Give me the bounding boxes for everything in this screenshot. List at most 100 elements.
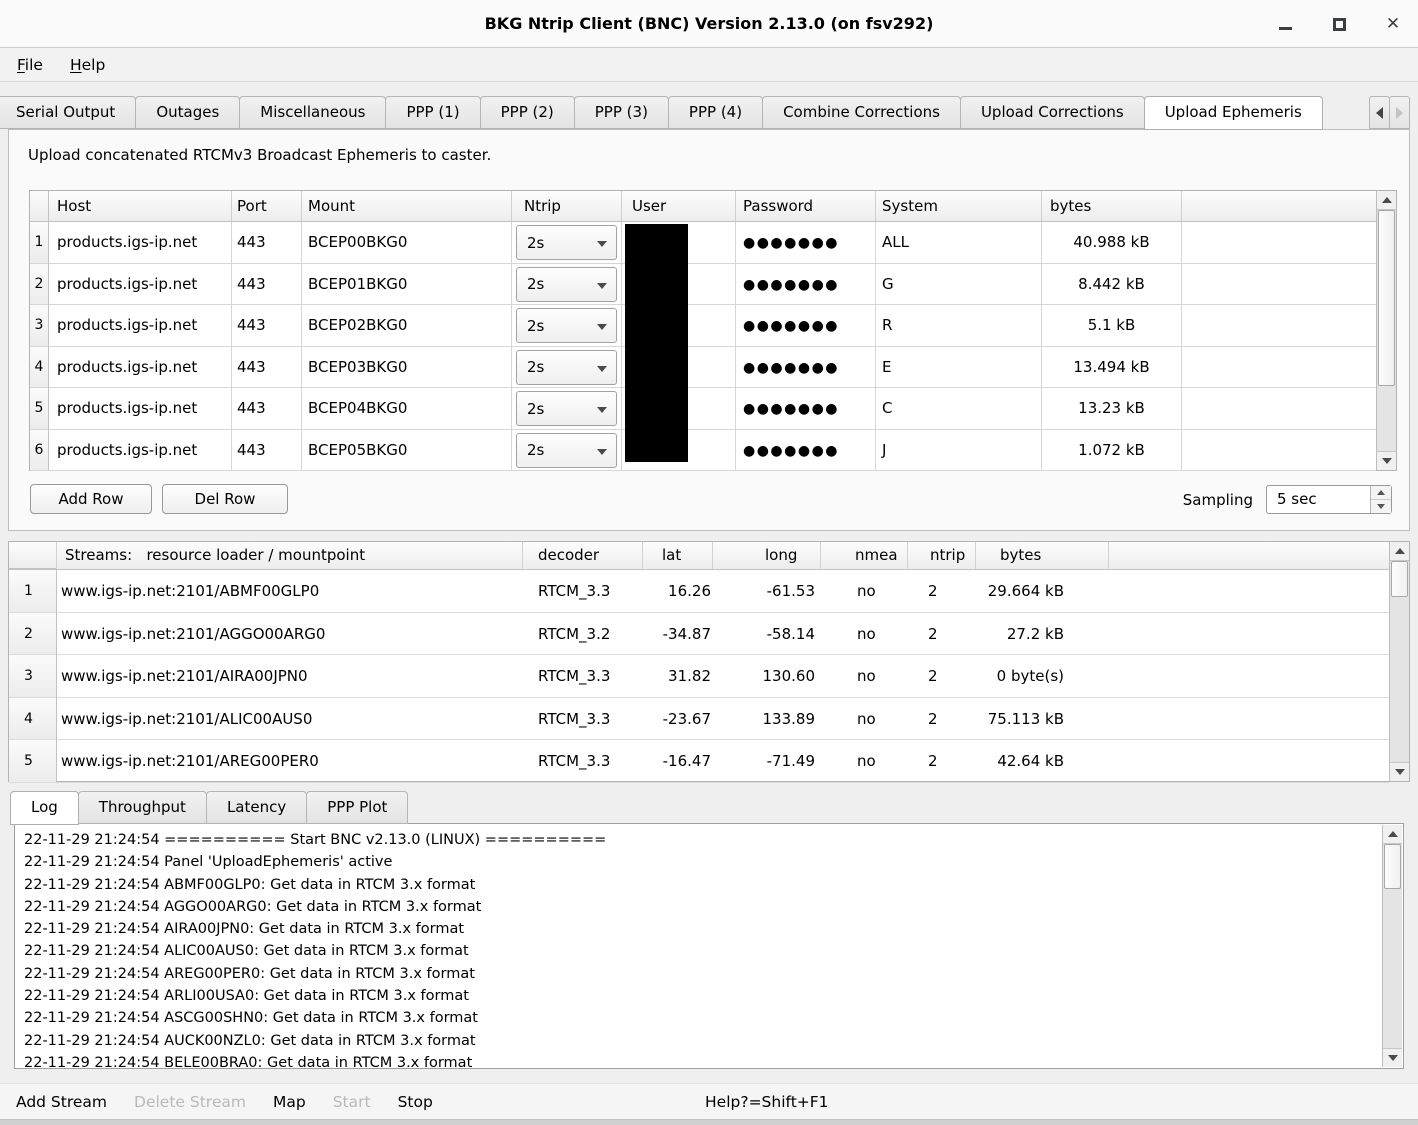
mount-cell[interactable]: BCEP05BKG0 (302, 429, 512, 471)
scroll-up-button[interactable] (1377, 191, 1396, 210)
host-cell[interactable]: products.igs-ip.net (49, 346, 232, 388)
col-header-ntrip: Ntrip (512, 191, 622, 221)
tab-ppp-plot[interactable]: PPP Plot (306, 791, 409, 824)
lat-cell: 31.82 (643, 655, 713, 698)
scroll-down-button[interactable] (1383, 1048, 1402, 1067)
tab-latency[interactable]: Latency (205, 791, 308, 824)
mountpoint-cell[interactable]: www.igs-ip.net:2101/ALIC00AUS0 (57, 698, 523, 740)
spin-up-button[interactable] (1371, 486, 1391, 500)
minimize-icon (1278, 26, 1292, 30)
host-cell[interactable]: products.igs-ip.net (49, 388, 232, 430)
tab-scroll-left-button[interactable] (1369, 96, 1390, 129)
bytes-cell: 42.64 kB (976, 740, 1109, 783)
password-cell[interactable]: ●●●●●●● (736, 388, 876, 430)
stream-row[interactable]: 4 www.igs-ip.net:2101/ALIC00AUS0 RTCM_3.… (9, 697, 1389, 740)
log-scrollbar[interactable] (1382, 825, 1402, 1067)
port-cell[interactable]: 443 (232, 305, 302, 347)
menu-file[interactable]: File (17, 55, 43, 74)
port-cell[interactable]: 443 (232, 429, 302, 471)
row-number: 1 (9, 570, 57, 613)
tab-ppp-3[interactable]: PPP (3) (573, 96, 669, 129)
tab-miscellaneous[interactable]: Miscellaneous (239, 96, 387, 129)
ntrip-version-dropdown[interactable]: 2s (516, 432, 617, 468)
port-cell[interactable]: 443 (232, 263, 302, 305)
tab-combine-corrections[interactable]: Combine Corrections (762, 96, 961, 129)
stream-row[interactable]: 2 www.igs-ip.net:2101/AGGO00ARG0 RTCM_3.… (9, 612, 1389, 655)
mount-cell[interactable]: BCEP02BKG0 (302, 305, 512, 347)
titlebar: BKG Ntrip Client (BNC) Version 2.13.0 (o… (0, 0, 1418, 48)
system-cell[interactable]: C (876, 388, 1042, 430)
port-cell[interactable]: 443 (232, 346, 302, 388)
scroll-down-button[interactable] (1377, 451, 1396, 470)
scrollbar-thumb[interactable] (1384, 844, 1401, 889)
spin-down-button[interactable] (1371, 500, 1391, 513)
mountpoint-cell[interactable]: www.igs-ip.net:2101/ABMF00GLP0 (57, 570, 523, 613)
add-stream-action[interactable]: Add Stream (16, 1093, 108, 1111)
system-cell[interactable]: R (876, 305, 1042, 347)
mountpoint-cell[interactable]: www.igs-ip.net:2101/AREG00PER0 (57, 740, 523, 783)
minimize-button[interactable] (1276, 15, 1294, 33)
mount-cell[interactable]: BCEP01BKG0 (302, 263, 512, 305)
mountpoint-cell[interactable]: www.igs-ip.net:2101/AIRA00JPN0 (57, 655, 523, 698)
tab-log[interactable]: Log (10, 791, 79, 825)
host-cell[interactable]: products.igs-ip.net (49, 222, 232, 264)
mount-cell[interactable]: BCEP03BKG0 (302, 346, 512, 388)
ntrip-version-dropdown[interactable]: 2s (516, 225, 617, 260)
scroll-up-button[interactable] (1383, 825, 1402, 844)
start-action: Start (332, 1093, 371, 1111)
tab-upload-ephemeris[interactable]: Upload Ephemeris (1143, 96, 1323, 130)
tab-throughput[interactable]: Throughput (77, 791, 207, 824)
tab-upload-corrections[interactable]: Upload Corrections (959, 96, 1145, 129)
system-cell[interactable]: E (876, 346, 1042, 388)
maximize-button[interactable] (1330, 15, 1348, 33)
tab-scroll-right-button[interactable] (1389, 96, 1410, 129)
tab-outages[interactable]: Outages (135, 96, 241, 129)
scroll-down-button[interactable] (1390, 762, 1409, 781)
streams-scrollbar[interactable] (1389, 542, 1409, 781)
del-row-button[interactable]: Del Row (162, 484, 288, 514)
bytes-cell: 29.664 kB (976, 570, 1109, 613)
map-action[interactable]: Map (272, 1093, 306, 1111)
lat-cell: -34.87 (643, 613, 713, 655)
password-cell[interactable]: ●●●●●●● (736, 263, 876, 305)
close-button[interactable]: ✕ (1384, 15, 1402, 33)
ntrip-version-dropdown[interactable]: 2s (516, 349, 617, 385)
system-cell[interactable]: G (876, 263, 1042, 305)
decoder-cell: RTCM_3.3 (523, 740, 643, 783)
password-cell[interactable]: ●●●●●●● (736, 346, 876, 388)
stream-row[interactable]: 1 www.igs-ip.net:2101/ABMF00GLP0 RTCM_3.… (9, 570, 1389, 613)
ntrip-version-dropdown[interactable]: 2s (516, 391, 617, 426)
upload-table-scrollbar[interactable] (1376, 191, 1396, 470)
stream-row[interactable]: 3 www.igs-ip.net:2101/AIRA00JPN0 RTCM_3.… (9, 655, 1389, 698)
host-cell[interactable]: products.igs-ip.net (49, 305, 232, 347)
mountpoint-cell[interactable]: www.igs-ip.net:2101/AGGO00ARG0 (57, 613, 523, 655)
stream-row[interactable]: 5 www.igs-ip.net:2101/AREG00PER0 RTCM_3.… (9, 740, 1389, 783)
host-cell[interactable]: products.igs-ip.net (49, 263, 232, 305)
mount-cell[interactable]: BCEP04BKG0 (302, 388, 512, 430)
add-row-button[interactable]: Add Row (30, 484, 152, 514)
menu-help[interactable]: Help (69, 55, 106, 74)
system-cell[interactable]: ALL (876, 222, 1042, 264)
ntrip-version-dropdown[interactable]: 2s (516, 266, 617, 302)
scroll-up-button[interactable] (1390, 542, 1409, 561)
host-cell[interactable]: products.igs-ip.net (49, 429, 232, 471)
scrollbar-thumb[interactable] (1391, 561, 1408, 598)
password-cell[interactable]: ●●●●●●● (736, 222, 876, 264)
decoder-cell: RTCM_3.3 (523, 655, 643, 698)
user-cell[interactable] (622, 429, 736, 471)
tab-ppp-4[interactable]: PPP (4) (667, 96, 764, 129)
sampling-spinbox[interactable]: 5 sec (1266, 485, 1392, 514)
nmea-cell: no (821, 655, 908, 698)
scrollbar-thumb[interactable] (1378, 210, 1395, 386)
port-cell[interactable]: 443 (232, 222, 302, 264)
ntrip-version-dropdown[interactable]: 2s (516, 308, 617, 343)
stop-action[interactable]: Stop (397, 1093, 433, 1111)
tab-serial-output[interactable]: Serial Output (0, 96, 137, 129)
password-cell[interactable]: ●●●●●●● (736, 429, 876, 471)
tab-ppp-2[interactable]: PPP (2) (479, 96, 575, 129)
password-cell[interactable]: ●●●●●●● (736, 305, 876, 347)
system-cell[interactable]: J (876, 429, 1042, 471)
tab-ppp-1[interactable]: PPP (1) (385, 96, 481, 129)
port-cell[interactable]: 443 (232, 388, 302, 430)
mount-cell[interactable]: BCEP00BKG0 (302, 222, 512, 264)
